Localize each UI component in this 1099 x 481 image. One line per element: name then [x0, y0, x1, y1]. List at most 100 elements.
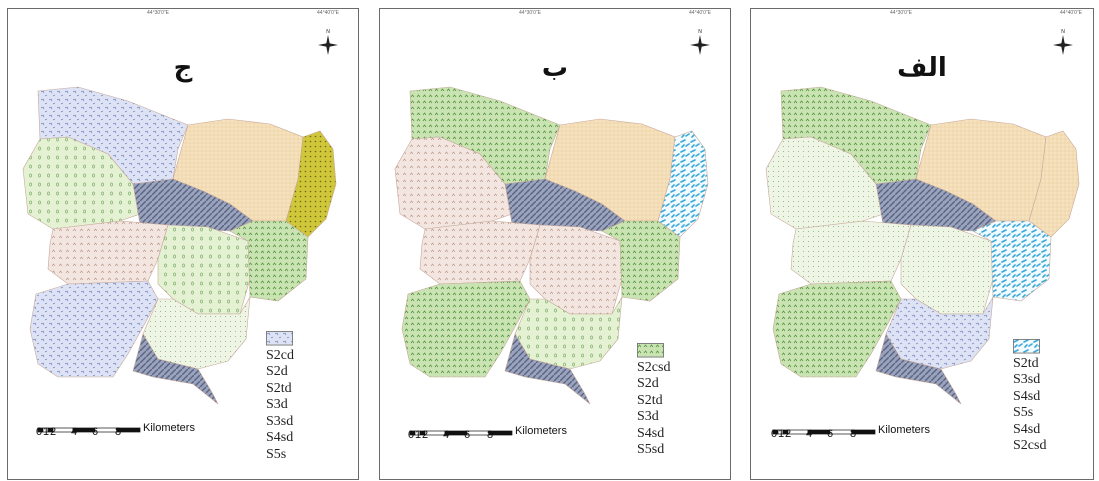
scale-unit-label: Kilometers: [515, 425, 567, 437]
legend-item: S5s: [266, 331, 294, 464]
legend-label: S5s: [1013, 405, 1034, 421]
map-panel-jim: 44°30'0"E 44°40'0"E N ج S2cS2cdS2dS2tdS3d…: [7, 8, 359, 480]
scale-tick-label: 2: [422, 429, 429, 441]
scale-tick-label: 2: [785, 428, 792, 440]
scale-tick-label: 0: [771, 428, 778, 440]
legend-label: S2cd: [266, 347, 294, 363]
north-arrow-icon: N: [690, 29, 710, 55]
legend-label: S4sd: [266, 430, 294, 446]
map-zone-s2d: [394, 136, 513, 230]
legend-item: S3d: [637, 343, 670, 426]
map-zone-s5s: [29, 280, 159, 378]
scale-bar-graphic: [772, 429, 876, 435]
legend-item: S3sd: [1013, 339, 1046, 389]
legend-item: S2d: [266, 331, 294, 381]
map-zone-s2cd: [285, 130, 337, 238]
scale-tick-label: 6: [827, 428, 834, 440]
map-legend: S2cS2csdS2dS2tdS3dS4sdS5sd: [637, 343, 670, 459]
legend-item: S4sd: [637, 343, 670, 443]
map-canvas: 44°30'0"E 44°40'0"E N: [22, 10, 340, 405]
scale-tick-label: 1: [43, 426, 50, 438]
scale-tick-label: 4: [71, 426, 78, 438]
map-zone-s2c: [504, 333, 591, 405]
scale-tick-label: 1: [415, 429, 422, 441]
map-zone-s4sd: [772, 280, 902, 378]
svg-text:N: N: [698, 29, 702, 35]
legend-item: S2cd: [266, 331, 294, 365]
scale-tick-label: 0: [36, 426, 43, 438]
legend-swatch: [1013, 339, 1040, 354]
legend-item: S2d: [637, 343, 670, 393]
legend-label: S5s: [266, 446, 287, 462]
legend-swatch: [266, 331, 293, 346]
map-zone-s2c: [875, 333, 962, 405]
scale-tick-label: 4: [806, 428, 813, 440]
map-panel-alef: 44°30'0"E 44°40'0"E N الف S2cS2tdS3sdS4sd…: [750, 8, 1094, 480]
scale-tick-label: 8: [850, 428, 857, 440]
legend-item: S2td: [637, 343, 670, 410]
coordinate-label: 44°30'0"E: [890, 10, 913, 16]
legend-label: S2td: [637, 392, 663, 408]
legend-label: S3d: [637, 409, 659, 425]
map-zone-s2td: [1028, 130, 1080, 238]
scale-tick-label: 8: [487, 429, 494, 441]
legend-item: S4sd: [266, 331, 294, 447]
scale-tick-label: 4: [443, 429, 450, 441]
scale-unit-label: Kilometers: [143, 422, 195, 434]
map-title: الف: [897, 53, 947, 83]
map-title: ج: [173, 53, 193, 83]
legend-label: S2csd: [1013, 438, 1047, 454]
map-canvas: 44°30'0"E 44°40'0"E N: [394, 10, 712, 405]
map-zone-s4sd: [401, 280, 531, 378]
map-zone-s2d: [47, 220, 169, 285]
legend-label: S4sd: [1013, 388, 1041, 404]
scale-tick-label: 6: [92, 426, 99, 438]
map-panel-be: 44°30'0"E 44°40'0"E N ب S2cS2csdS2dS2tdS3…: [379, 8, 731, 480]
legend-label: S2td: [266, 380, 292, 396]
legend-label: S3sd: [266, 413, 294, 429]
map-zone-s3d: [22, 136, 141, 230]
legend-item: S3d: [266, 331, 294, 414]
scale-tick-label: 1: [778, 428, 785, 440]
coordinate-label: 44°40'0"E: [1060, 10, 1083, 16]
legend-item: S3sd: [266, 331, 294, 431]
scale-bar-graphic: [409, 430, 513, 436]
map-zone-s3sd: [765, 136, 884, 230]
legend-item: S2csd: [637, 343, 671, 377]
coordinate-label: 44°30'0"E: [147, 10, 170, 16]
coordinate-label: 44°30'0"E: [519, 10, 542, 16]
north-arrow-icon: N: [318, 29, 338, 55]
map-zone-s2csd: [657, 130, 709, 238]
legend-item: S5s: [1013, 339, 1046, 422]
coordinate-label: 44°40'0"E: [689, 10, 712, 16]
legend-label: S3d: [266, 397, 288, 413]
legend-label: S2d: [637, 376, 659, 392]
legend-swatch: [637, 343, 664, 358]
map-zone-s4sd: [601, 220, 681, 302]
legend-item: S5sd: [637, 343, 670, 459]
legend-label: S4sd: [637, 425, 665, 441]
legend-item: S4sd: [1013, 339, 1046, 406]
legend-label: S3sd: [1013, 372, 1041, 388]
map-zone-s4sd: [229, 220, 309, 302]
scale-tick-label: 6: [464, 429, 471, 441]
scale-bar-graphic: [37, 427, 141, 433]
north-arrow-icon: N: [1053, 29, 1073, 55]
legend-item: S2td: [266, 331, 294, 398]
coordinate-label: 44°40'0"E: [317, 10, 340, 16]
map-legend: S2cS2cdS2dS2tdS3dS3sdS4sdS5s: [266, 331, 294, 463]
legend-label: S4sd: [1013, 421, 1041, 437]
map-canvas: 44°30'0"E 44°40'0"E N: [765, 10, 1083, 405]
legend-label: S2d: [266, 364, 288, 380]
map-zone-s2csd: [972, 220, 1052, 302]
scale-unit-label: Kilometers: [878, 424, 930, 436]
map-title: ب: [541, 53, 569, 83]
legend-label: S2td: [1013, 355, 1039, 371]
legend-item: S4sd: [1013, 339, 1046, 439]
svg-text:N: N: [326, 29, 330, 35]
legend-label: S5sd: [637, 442, 665, 458]
legend-label: S2csd: [637, 359, 671, 375]
legend-item: S2csd: [1013, 339, 1047, 455]
legend-item: S2td: [1013, 339, 1046, 373]
map-legend: S2cS2tdS3sdS4sdS5sS4sdS2csd: [1013, 339, 1046, 455]
